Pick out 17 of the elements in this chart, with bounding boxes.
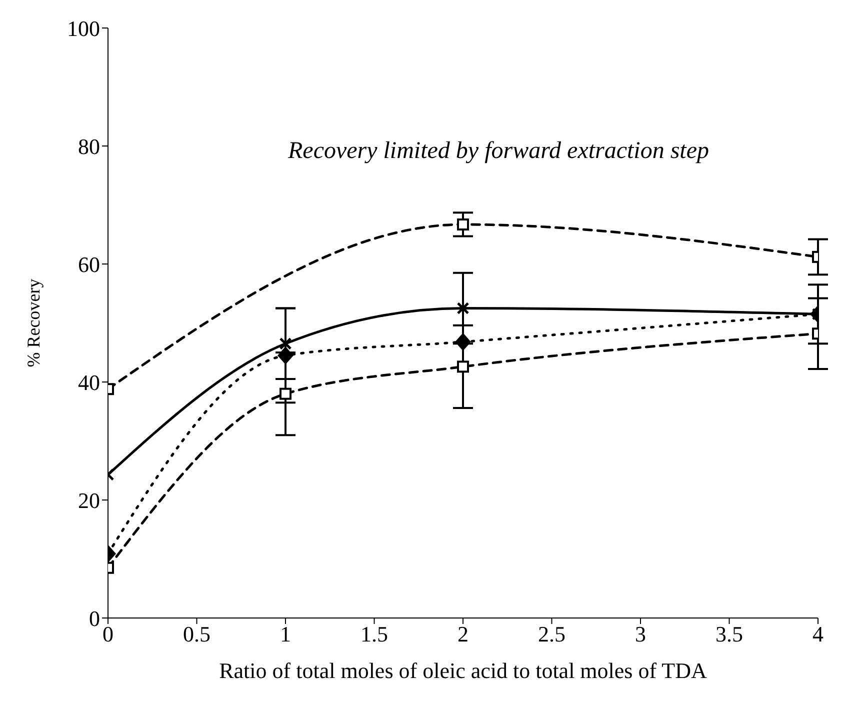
x-tick-label: 1.5	[360, 622, 388, 647]
x-tick-label: 3	[635, 622, 646, 647]
y-tick-label: 20	[78, 488, 100, 513]
y-tick-label: 60	[78, 252, 100, 277]
y-tick-label: 100	[67, 16, 100, 41]
y-tick-label: 80	[78, 134, 100, 159]
y-axis-title: % Recovery	[23, 278, 44, 368]
y-tick-label: 0	[89, 606, 100, 631]
x-tick-label: 4	[812, 622, 824, 647]
x-tick-label: 2	[458, 622, 468, 647]
x-tick-label: 2.5	[538, 622, 566, 647]
x-axis-title: Ratio of total moles of oleic acid to total moles of TDA	[219, 658, 707, 683]
annotation: Recovery limited by forward extraction step	[288, 138, 709, 165]
x-tick-label: 0.5	[183, 622, 210, 647]
x-tick-label: 1	[280, 622, 291, 647]
x-tick-label: 3.5	[716, 622, 743, 647]
y-tick-label: 40	[78, 370, 100, 395]
